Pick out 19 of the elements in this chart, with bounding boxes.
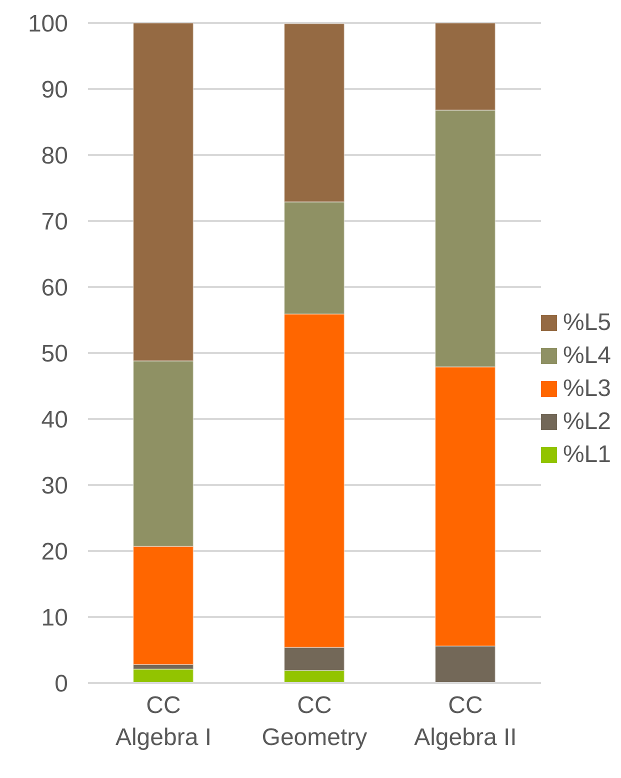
legend-label: %L4 [562,342,611,370]
x-tick-label: CC Geometry [262,692,368,751]
y-tick-label: 20 [41,538,68,566]
y-tick-label: 100 [28,10,68,38]
y-tick-label: 80 [41,142,68,170]
y-tick-label: 0 [54,670,68,698]
y-tick-label: 50 [41,340,68,368]
legend-label: %L1 [562,441,611,469]
y-tick-label: 10 [41,604,68,632]
y-tick-label: 40 [41,406,68,434]
x-tick-label: CC Algebra I [115,692,212,751]
y-tick-label: 60 [41,274,68,302]
y-tick-label: 90 [41,76,68,104]
legend-label: %L3 [562,375,611,403]
legend-label: %L2 [562,408,611,436]
legend-label: %L5 [562,309,611,337]
x-tick-label: CC Algebra II [414,692,517,751]
y-tick-label: 30 [41,472,68,500]
y-tick-label: 70 [41,208,68,236]
